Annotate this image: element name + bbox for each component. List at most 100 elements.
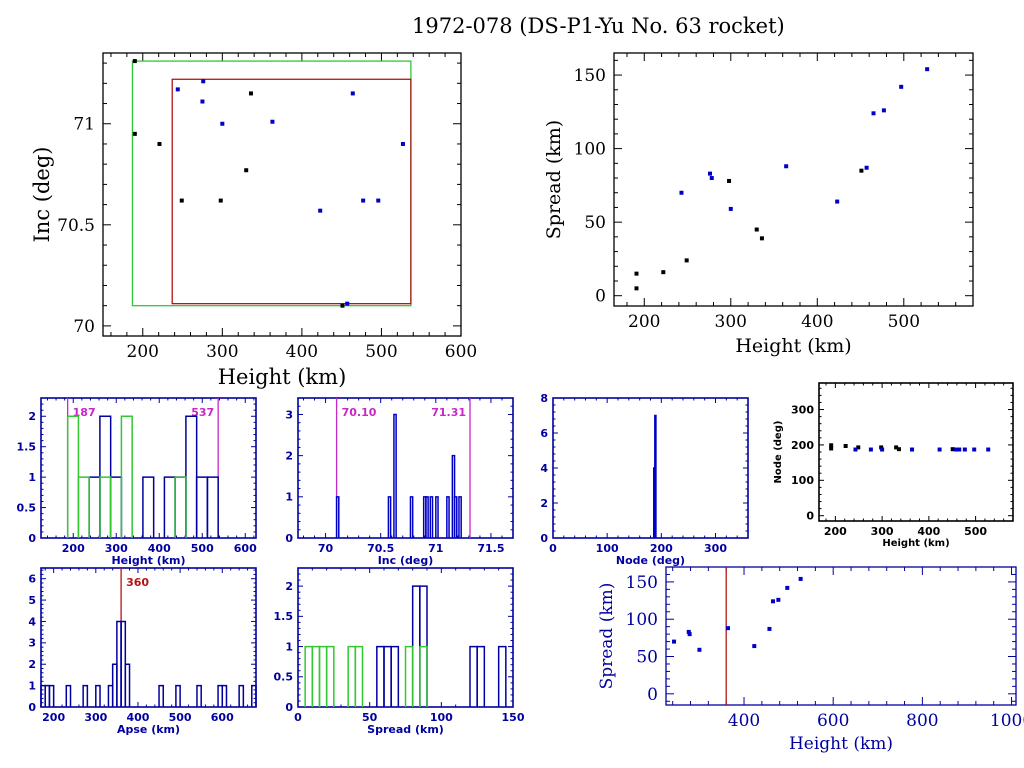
y-tick-label: 5 <box>28 594 36 607</box>
x-tick-label: 600 <box>817 711 849 731</box>
histogram-bar <box>82 684 89 707</box>
data-point <box>218 198 223 203</box>
data-point <box>785 585 790 590</box>
data-point <box>175 87 180 92</box>
x-tick-label: 100 <box>430 711 453 724</box>
x-tick-label: 800 <box>906 711 938 731</box>
y-tick-label: 8 <box>540 392 548 405</box>
histogram-bar <box>429 496 434 538</box>
data-point <box>220 121 225 126</box>
y-tick-label: 1 <box>28 471 36 484</box>
data-point <box>318 208 323 213</box>
chart-height-histogram: 200 300 400 500 600 0 0.5 1 1.5 2 Height (km) 187 53… <box>17 397 257 567</box>
y-tick-label: 6 <box>540 427 548 440</box>
x-tick-label: 50 <box>362 711 378 724</box>
y-tick-label: 150 <box>626 573 658 593</box>
data-point <box>879 445 884 450</box>
y-tick-label: 2 <box>285 580 293 593</box>
data-point <box>829 446 834 451</box>
histogram-bar <box>120 415 133 538</box>
y-tick-label: 100 <box>791 474 814 487</box>
data-point <box>132 131 137 136</box>
x-axis-label: Inc (deg) <box>378 554 434 567</box>
histogram-bar <box>109 476 123 538</box>
y-tick-label: 0 <box>540 532 548 545</box>
y-tick-label: 100 <box>574 140 606 160</box>
x-tick-label: 500 <box>365 342 397 362</box>
marker-label: 360 <box>126 576 149 589</box>
x-tick-label: 0 <box>549 542 557 555</box>
data-point <box>972 447 977 452</box>
data-point <box>856 445 861 450</box>
data-point <box>179 198 184 203</box>
plot-frame <box>40 567 257 708</box>
x-axis-label: Height (km) <box>735 335 851 357</box>
data-point <box>248 91 253 96</box>
plot-frame <box>818 382 1014 522</box>
y-tick-label: 50 <box>584 213 606 233</box>
plot-frame <box>613 52 974 307</box>
x-tick-label: 600 <box>211 711 234 724</box>
histogram-bar <box>65 684 72 707</box>
histogram-bar <box>347 645 357 707</box>
data-point <box>752 644 757 649</box>
x-tick-label: 0 <box>294 711 302 724</box>
x-tick-label: 100 <box>596 542 619 555</box>
data-point <box>767 626 772 631</box>
data-point <box>132 59 137 64</box>
y-tick-label: 0 <box>28 532 36 545</box>
x-axis-label: Height (km) <box>789 734 893 754</box>
data-point <box>910 447 915 452</box>
data-point <box>708 171 713 176</box>
y-tick-label: 2 <box>540 497 548 510</box>
histogram-bar <box>175 684 181 707</box>
plot-frame <box>297 397 514 539</box>
x-tick-label: 300 <box>105 542 128 555</box>
page-title: 1972-078 (DS-P1-Yu No. 63 rocket) <box>412 14 785 38</box>
x-tick-label: 300 <box>704 542 727 555</box>
data-point <box>864 165 869 170</box>
y-tick-label: 3 <box>285 408 293 421</box>
histogram-bar <box>654 414 657 538</box>
histogram-bar <box>251 684 257 707</box>
x-tick-label: 400 <box>148 542 171 555</box>
y-tick-label: 1.5 <box>17 441 37 454</box>
histogram-bar <box>390 645 400 707</box>
chart-apse-histogram: 200 300 400 500 600 0 1 2 3 4 5 6 Apse (km) 360 <box>28 567 257 736</box>
data-point <box>894 445 899 450</box>
x-tick-label: 400 <box>728 711 760 731</box>
y-tick-label: 3 <box>28 637 36 650</box>
data-point <box>835 199 840 204</box>
x-tick-label: 200 <box>824 525 847 538</box>
y-tick-label: 71 <box>73 115 95 135</box>
data-point <box>759 236 764 241</box>
x-tick-label: 300 <box>206 342 238 362</box>
data-point <box>880 447 885 452</box>
histogram-bar <box>411 585 421 707</box>
plot-frame <box>102 52 462 337</box>
x-axis-label: Spread (km) <box>367 723 444 736</box>
data-point <box>798 576 803 581</box>
data-point <box>937 447 942 452</box>
histogram-bar <box>476 645 486 707</box>
data-point <box>157 141 162 146</box>
data-point <box>361 198 366 203</box>
plot-frame <box>552 397 749 539</box>
histogram-bar <box>206 476 219 538</box>
x-axis-label: Node (deg) <box>616 554 685 567</box>
y-tick-label: 200 <box>791 439 814 452</box>
data-point <box>925 67 930 72</box>
histogram-bar <box>325 645 335 707</box>
data-point <box>881 108 886 113</box>
y-tick-label: 0.5 <box>17 501 37 514</box>
histogram-bar <box>196 684 202 707</box>
marker-label: 71.31 <box>431 406 466 419</box>
x-tick-label: 200 <box>42 711 65 724</box>
histogram-bar <box>311 645 321 707</box>
y-tick-label: 300 <box>791 403 814 416</box>
y-tick-label: 4 <box>540 462 548 475</box>
data-point <box>340 303 345 308</box>
histogram-bar <box>404 645 414 707</box>
y-tick-label: 4 <box>28 615 36 628</box>
histogram-bar <box>469 645 478 707</box>
